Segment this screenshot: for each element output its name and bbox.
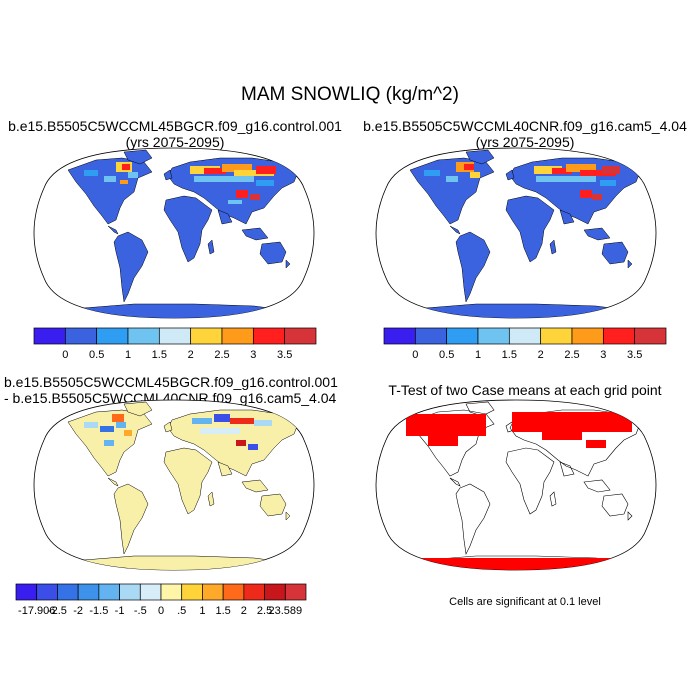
map-panel-1 bbox=[33, 147, 315, 319]
colorbar-diff-swatch bbox=[57, 583, 79, 601]
colorbar-abs-2-tick-label: 1 bbox=[475, 349, 481, 361]
colorbar-diff-swatch bbox=[243, 583, 265, 601]
colorbar-abs-1-swatch bbox=[284, 327, 317, 345]
colorbar-diff-swatch bbox=[139, 583, 162, 601]
colorbar-abs-1-swatch bbox=[221, 327, 254, 345]
colorbar-diff-swatch bbox=[222, 583, 245, 601]
panel-title-3-line2: - b.e15.B5505C5WCCML40CNR.f09_g16.cam5_4… bbox=[4, 390, 337, 406]
colorbar-abs-1-swatch bbox=[33, 327, 66, 345]
colorbar-abs-1-swatch bbox=[158, 327, 192, 345]
colorbar-abs-2-tick-label: 2.5 bbox=[564, 349, 579, 361]
colorbar-abs-1-tick-label: 3 bbox=[250, 349, 256, 361]
colorbar-diff-swatch bbox=[160, 583, 183, 601]
colorbar-abs-2-tick-label: 0.5 bbox=[439, 349, 454, 361]
colorbar-abs-2-tick-label: 1.5 bbox=[502, 349, 517, 361]
colorbar-abs-2-swatch bbox=[540, 327, 573, 345]
colorbar-abs-2-tick-label: 3.5 bbox=[627, 349, 642, 361]
colorbar-diff-tick-label: -17.906 bbox=[18, 605, 55, 617]
colorbar-diff-swatch bbox=[264, 583, 286, 601]
colorbar-diff-tick-label: 2.5 bbox=[257, 605, 272, 617]
colorbar-abs-1-tick-label: 2 bbox=[188, 349, 194, 361]
colorbar-abs-2-swatch bbox=[571, 327, 604, 345]
colorbar-abs-2-swatch bbox=[414, 327, 448, 345]
panel-title-2-line1: b.e15.B5505C5WCCML40CNR.f09_g16.cam5_4.0… bbox=[363, 118, 687, 134]
panel-title-3-line1: b.e15.B5505C5WCCML45BGCR.f09_g16.control… bbox=[4, 374, 338, 390]
colorbar-abs-1-swatch bbox=[127, 327, 160, 345]
panel-title-1-line2: (yrs 2075-2095) bbox=[125, 134, 225, 150]
colorbar-abs-2-tick-label: 3 bbox=[600, 349, 606, 361]
colorbar-diff-tick-label: -2.5 bbox=[48, 605, 67, 617]
map-panel-3 bbox=[33, 399, 315, 571]
colorbar-abs-2-swatch bbox=[508, 327, 542, 345]
panel-title-4-line1: T-Test of two Case means at each grid po… bbox=[388, 382, 662, 398]
colorbar-diff-tick-label: 0 bbox=[158, 605, 164, 617]
colorbar-abs-1-swatch bbox=[96, 327, 129, 345]
difference-field bbox=[84, 414, 272, 450]
colorbar-abs-2: 0 0.5 1 1.5 2 2.5 3 3.5 bbox=[383, 327, 667, 361]
significance-footnote: Cells are significant at 0.1 level bbox=[449, 596, 601, 608]
colorbar-abs-1-tick-label: 1 bbox=[125, 349, 131, 361]
colorbar-diff-swatch bbox=[15, 583, 38, 601]
colorbar-abs-2-swatch bbox=[383, 327, 416, 345]
colorbar-abs-1-swatch bbox=[64, 327, 98, 345]
figure-title: MAM SNOWLIQ (kg/m^2) bbox=[241, 84, 459, 105]
colorbar-abs-1-tick-label: 0.5 bbox=[89, 349, 104, 361]
colorbar-diff-swatch bbox=[119, 583, 141, 601]
colorbar-diff-tick-label: 2 bbox=[241, 605, 247, 617]
snow-field bbox=[84, 162, 276, 204]
map-panel-2 bbox=[375, 147, 657, 319]
colorbar-diff-tick-label: 23.589 bbox=[268, 605, 302, 617]
colorbar-diff-tick-label: 1 bbox=[199, 605, 205, 617]
panel-title-1-line1: b.e15.B5505C5WCCML45BGCR.f09_g16.control… bbox=[8, 118, 342, 134]
panel-title-2-line2: (yrs 2075-2095) bbox=[475, 134, 575, 150]
colorbar-abs-2-swatch bbox=[634, 327, 667, 345]
colorbar-abs-2-swatch bbox=[602, 327, 636, 345]
colorbar-abs-1-swatch bbox=[252, 327, 286, 345]
colorbar-abs-1-tick-label: 1.5 bbox=[152, 349, 167, 361]
panel-title-4: T-Test of two Case means at each grid po… bbox=[350, 382, 700, 398]
colorbar-diff-tick-label: -2 bbox=[73, 605, 83, 617]
colorbar-abs-2-swatch bbox=[477, 327, 510, 345]
colorbar-diff-swatch bbox=[202, 583, 224, 601]
colorbar-diff-swatch bbox=[36, 583, 58, 601]
colorbar-abs-1: 0 0.5 1 1.5 2 2.5 3 3.5 bbox=[33, 327, 317, 361]
colorbar-diff-swatch bbox=[98, 583, 120, 601]
colorbar-diff-tick-label: 1.5 bbox=[215, 605, 230, 617]
colorbar-diff-swatch bbox=[284, 583, 307, 601]
colorbar-abs-2-tick-label: 0 bbox=[412, 349, 418, 361]
panel-title-2: b.e15.B5505C5WCCML40CNR.f09_g16.cam5_4.0… bbox=[350, 118, 700, 150]
colorbar-abs-2-tick-label: 2 bbox=[538, 349, 544, 361]
panel-title-3: b.e15.B5505C5WCCML45BGCR.f09_g16.control… bbox=[4, 374, 354, 406]
colorbar-diff: -17.906-2.5 -2 -1.5 -1 -.5 0 .5 1 1.5 2 2.523.589 bbox=[15, 583, 307, 617]
colorbar-diff-swatch bbox=[77, 583, 100, 601]
colorbar-diff-swatch bbox=[181, 583, 203, 601]
panel-title-1: b.e15.B5505C5WCCML45BGCR.f09_g16.control… bbox=[0, 118, 350, 150]
colorbar-diff-tick-label: .5 bbox=[177, 605, 186, 617]
colorbar-diff-tick-label: -1 bbox=[115, 605, 125, 617]
colorbar-diff-tick-label: -1.5 bbox=[89, 605, 108, 617]
colorbar-abs-2-swatch bbox=[446, 327, 479, 345]
colorbar-abs-1-swatch bbox=[190, 327, 223, 345]
colorbar-abs-1-tick-label: 0 bbox=[62, 349, 68, 361]
colorbar-abs-1-tick-label: 2.5 bbox=[214, 349, 229, 361]
colorbar-diff-tick-label: -.5 bbox=[134, 605, 147, 617]
map-panel-4 bbox=[375, 399, 657, 571]
snow-field bbox=[424, 162, 620, 200]
colorbar-abs-1-tick-label: 3.5 bbox=[277, 349, 292, 361]
